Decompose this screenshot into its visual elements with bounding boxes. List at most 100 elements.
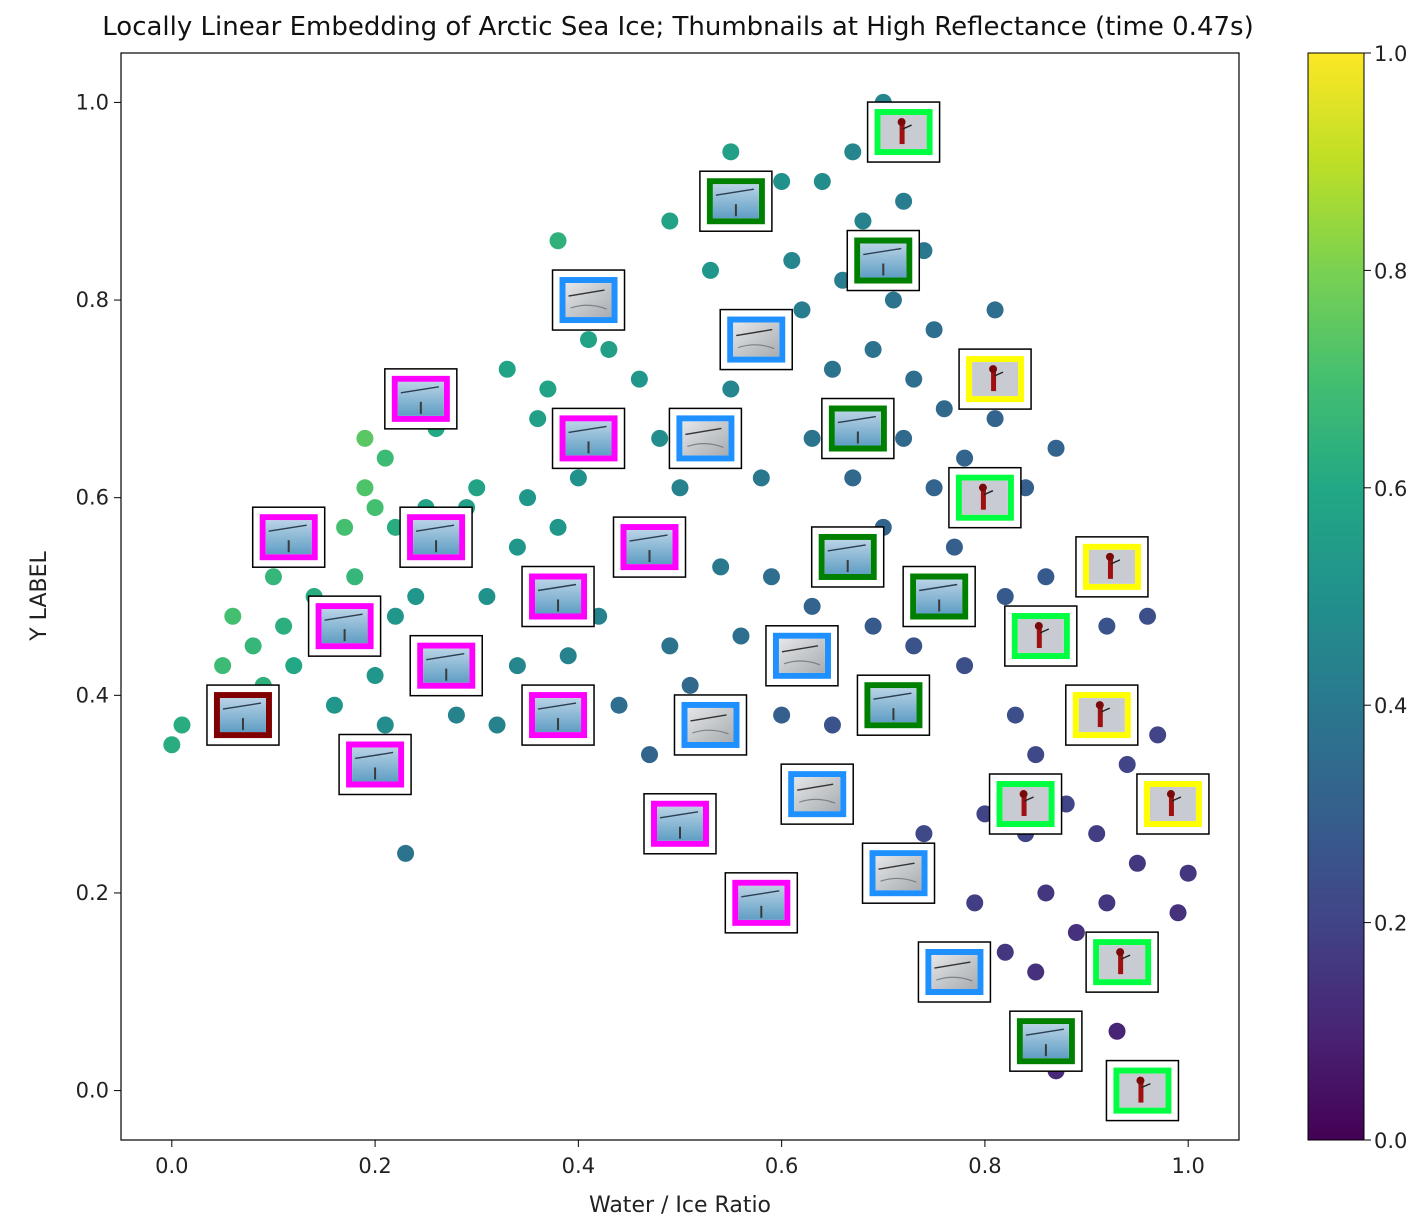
scatter-point: [803, 597, 821, 615]
scatter-point: [1169, 904, 1187, 922]
scatter-point: [813, 172, 831, 190]
sea-ice-image: [535, 579, 582, 614]
scatter-point: [478, 588, 496, 605]
thumbnail-ice-floe: [719, 308, 793, 371]
colorbar-tick-label: 0.4: [1374, 694, 1407, 718]
thumbnail-frame: [864, 682, 923, 729]
thumbnail-sea-ice: [846, 229, 921, 292]
thumbnail-ice-floe: [668, 407, 743, 470]
thumbnail-sea-ice: [856, 674, 931, 736]
thumbnail-frame: [1011, 613, 1070, 660]
scatter-point: [773, 172, 791, 190]
polar-bear-image: [972, 362, 1019, 397]
thumbnail-frame: [681, 701, 740, 748]
ice-floe-image: [682, 421, 729, 456]
thumbnail-sea-ice: [810, 526, 885, 588]
sea-ice-image: [265, 520, 312, 555]
scatter-point: [895, 192, 913, 210]
scatter-point: [264, 568, 282, 586]
colorbar-ticks: 0.0 0.2 0.4 0.6 0.8 1.0: [1364, 42, 1407, 1153]
thumbnail-ice-floe: [780, 763, 854, 825]
scatter-point: [1047, 439, 1065, 457]
thumbnail-frame: [529, 692, 588, 739]
thumbnail-sea-ice: [902, 565, 976, 628]
scatter-point: [447, 706, 465, 724]
scatter-point: [610, 696, 628, 714]
thumbnail-frame: [1016, 1018, 1075, 1065]
scatter-point: [986, 301, 1004, 319]
scatter-point: [1098, 894, 1116, 912]
thumbnail-frame: [346, 741, 405, 788]
scatter-point: [1027, 746, 1045, 764]
polar-bear-image: [961, 480, 1008, 515]
ice-floe-image: [875, 856, 922, 891]
scatter-point: [468, 479, 486, 497]
scatter-point: [1118, 755, 1136, 773]
thumbnail-annotations: [206, 101, 1210, 1122]
thumbnail-frame: [727, 316, 786, 363]
thumbnail-frame: [559, 277, 618, 324]
polar-bear-image: [1078, 698, 1125, 733]
scatter-point: [549, 232, 567, 250]
colorbar-tick-label: 1.0: [1374, 42, 1407, 66]
scatter-point: [671, 479, 689, 497]
thumbnail-ice-floe: [861, 842, 936, 904]
thumbnail-frame: [1113, 1067, 1172, 1114]
x-axis-label: Water / Ice Ratio: [589, 1193, 771, 1218]
thumbnail-frame: [818, 533, 877, 580]
scatter-point: [336, 518, 354, 536]
thumbnail-frame: [910, 573, 969, 620]
scatter-point: [701, 261, 719, 279]
scatter-point: [864, 617, 882, 635]
x-tick-label: 0.6: [765, 1154, 798, 1178]
scatter-point: [1098, 617, 1116, 635]
scatter-point: [762, 568, 780, 586]
y-tick-label: 0.6: [76, 486, 109, 510]
polar-bear-image: [1119, 1073, 1166, 1108]
y-axis-ticks: 0.0 0.2 0.4 0.6 0.8 1.0: [76, 90, 121, 1103]
thumbnail-sea-ice: [307, 595, 382, 657]
scatter-point: [488, 716, 506, 734]
scatter-point: [549, 518, 567, 536]
thumbnail-frame: [620, 524, 679, 571]
scatter-point: [1108, 1022, 1126, 1040]
thumbnail-frame: [706, 178, 765, 225]
thumbnail-sea-ice: [699, 170, 773, 232]
scatter-point: [1006, 706, 1024, 724]
thumbnail-polar-bear: [1136, 773, 1210, 835]
thumbnail-frame: [772, 632, 831, 679]
scatter-point: [1037, 884, 1055, 902]
ice-floe-image: [778, 638, 825, 673]
scatter-point: [864, 340, 882, 358]
thumbnail-frame: [869, 850, 928, 897]
sea-ice-image: [1022, 1024, 1069, 1059]
y-tick-label: 0.4: [76, 683, 109, 707]
scatter-point: [895, 429, 913, 447]
thumbnail-frame: [1072, 692, 1131, 739]
thumbnail-frame: [213, 692, 272, 739]
scatter-point: [945, 538, 963, 556]
x-tick-label: 0.4: [562, 1154, 595, 1178]
colorbar-tick-label: 0.6: [1374, 477, 1407, 501]
scatter-point: [376, 716, 394, 734]
scatter-point: [214, 657, 232, 675]
thumbnail-ice-floe: [765, 625, 839, 687]
scatter-point: [1027, 963, 1045, 981]
thumbnail-ice-floe: [917, 941, 992, 1003]
scatter-point: [244, 637, 262, 655]
thumbnail-frame: [874, 109, 933, 156]
ice-floe-image: [794, 777, 841, 812]
sea-ice-image: [870, 688, 917, 723]
sea-ice-image: [626, 530, 673, 565]
scatter-point: [356, 479, 374, 497]
scatter-point: [823, 716, 841, 734]
thumbnail-polar-bear: [988, 773, 1063, 835]
polar-bear-image: [1002, 787, 1049, 822]
thumbnail-sea-ice: [521, 684, 595, 746]
scatter-point: [580, 331, 598, 349]
scatter-point: [366, 499, 384, 517]
scatter-point: [925, 479, 943, 497]
thumbnail-frame: [1082, 543, 1141, 590]
scatter-point: [529, 410, 547, 428]
thumbnail-sea-ice: [521, 565, 595, 628]
